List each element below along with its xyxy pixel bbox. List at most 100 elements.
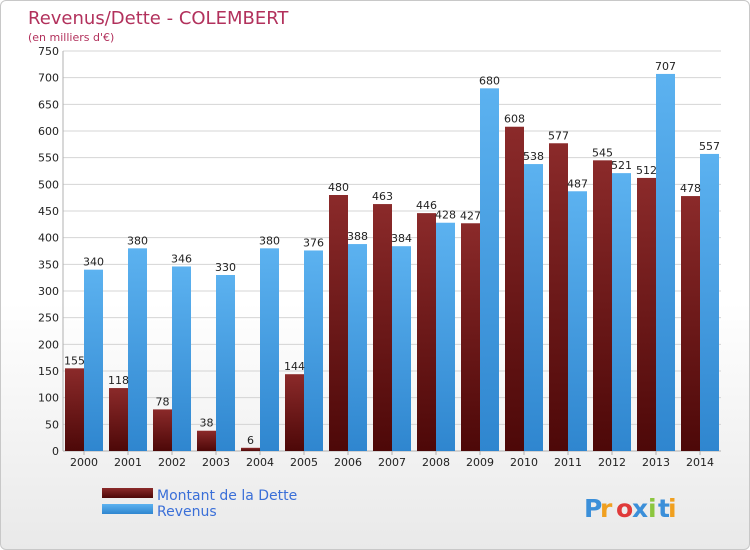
logo-letter: i <box>668 494 677 523</box>
data-label: 6 <box>247 434 254 447</box>
legend-label-debt: Montant de la Dette <box>157 488 297 504</box>
x-axis-ticks: 2000 2001 2002 2003 2004 2005 2006 2007 2008 2009… <box>70 451 714 469</box>
bar-revenus <box>392 246 411 451</box>
bar-dette <box>461 223 480 451</box>
data-label: 577 <box>548 129 569 142</box>
logo-letter: t <box>658 494 670 523</box>
bar-dette <box>65 368 84 451</box>
y-tick-label: 500 <box>38 178 59 191</box>
data-label: 557 <box>699 140 720 153</box>
x-tick-label: 2013 <box>642 456 670 469</box>
bar-dette <box>153 409 172 451</box>
y-tick-label: 650 <box>38 98 59 111</box>
data-label: 707 <box>655 60 676 73</box>
data-label: 380 <box>127 234 148 247</box>
bar-revenus <box>436 222 455 451</box>
x-tick-label: 2003 <box>202 456 230 469</box>
logo-letter: P <box>584 494 602 523</box>
data-labels: 155 340 118 380 78 346 38 330 6 380 144 376 480 388 46… <box>64 60 720 447</box>
bar-revenus <box>348 244 367 451</box>
data-label: 463 <box>372 190 393 203</box>
y-tick-label: 550 <box>38 152 59 165</box>
bar-revenus <box>656 73 675 451</box>
bar-dette <box>329 195 348 451</box>
chart-title: Revenus/Dette - COLEMBERT <box>28 8 289 29</box>
data-label: 428 <box>435 209 456 222</box>
data-label: 346 <box>171 252 192 265</box>
data-label: 538 <box>523 150 544 163</box>
bar-revenus <box>524 164 543 452</box>
x-tick-label: 2004 <box>246 456 274 469</box>
legend-swatch-revenus <box>102 504 153 514</box>
x-tick-label: 2006 <box>334 456 362 469</box>
bar-revenus <box>128 248 147 451</box>
data-label: 78 <box>156 395 170 408</box>
data-label: 388 <box>347 230 368 243</box>
bar-dette <box>637 177 656 451</box>
bar-revenus <box>700 153 719 451</box>
data-label: 478 <box>680 182 701 195</box>
data-label: 376 <box>303 236 324 249</box>
bar-revenus <box>480 88 499 451</box>
proxiti-logo: Pr ox i ti <box>584 494 677 523</box>
logo-letter: x <box>632 494 648 523</box>
y-tick-label: 300 <box>38 285 59 298</box>
legend-swatch-debt <box>102 488 153 498</box>
data-label: 608 <box>504 113 525 126</box>
data-label: 330 <box>215 261 236 274</box>
x-tick-label: 2005 <box>290 456 318 469</box>
bar-revenus <box>216 275 235 451</box>
y-tick-label: 700 <box>38 72 59 85</box>
data-label: 384 <box>391 232 412 245</box>
data-label: 155 <box>64 354 85 367</box>
data-label: 512 <box>636 164 657 177</box>
logo-letter: o <box>616 494 633 523</box>
logo-letter: r <box>600 494 613 523</box>
data-label: 680 <box>479 74 500 87</box>
x-tick-label: 2007 <box>378 456 406 469</box>
data-label: 545 <box>592 146 613 159</box>
y-tick-label: 600 <box>38 125 59 138</box>
x-tick-label: 2002 <box>158 456 186 469</box>
bar-dette <box>285 374 304 451</box>
x-tick-label: 2014 <box>686 456 714 469</box>
x-tick-label: 2009 <box>466 456 494 469</box>
y-tick-label: 250 <box>38 312 59 325</box>
data-label: 144 <box>284 360 305 373</box>
bar-revenus <box>304 250 323 451</box>
data-label: 427 <box>460 209 481 222</box>
data-label: 446 <box>416 199 437 212</box>
y-tick-label: 0 <box>52 445 59 458</box>
bars <box>65 73 719 452</box>
bar-dette <box>197 430 216 451</box>
x-tick-label: 2000 <box>70 456 98 469</box>
data-label: 380 <box>259 234 280 247</box>
logo-letter: i <box>648 494 657 523</box>
y-tick-label: 400 <box>38 232 59 245</box>
bar-dette <box>549 143 568 451</box>
y-tick-label: 50 <box>45 418 59 431</box>
data-label: 118 <box>108 374 129 387</box>
data-label: 340 <box>83 256 104 269</box>
x-tick-label: 2012 <box>598 456 626 469</box>
legend-label-revenus: Revenus <box>157 504 217 520</box>
bar-dette <box>241 447 260 451</box>
x-tick-label: 2001 <box>114 456 142 469</box>
bar-dette <box>593 160 612 452</box>
y-axis-ticks: 0 50 100 150 200 250 300 350 400 450 500 550 600 650 7… <box>38 45 59 458</box>
data-label: 521 <box>611 159 632 172</box>
x-tick-label: 2008 <box>422 456 450 469</box>
data-label: 487 <box>567 177 588 190</box>
bar-revenus <box>612 173 631 451</box>
y-tick-label: 200 <box>38 338 59 351</box>
y-tick-label: 750 <box>38 45 59 58</box>
bar-dette <box>681 196 700 451</box>
data-label: 480 <box>328 181 349 194</box>
bar-dette <box>109 388 128 451</box>
y-tick-label: 150 <box>38 365 59 378</box>
y-tick-label: 100 <box>38 392 59 405</box>
x-tick-label: 2011 <box>554 456 582 469</box>
chart-subtitle: (en milliers d'€) <box>28 31 114 44</box>
